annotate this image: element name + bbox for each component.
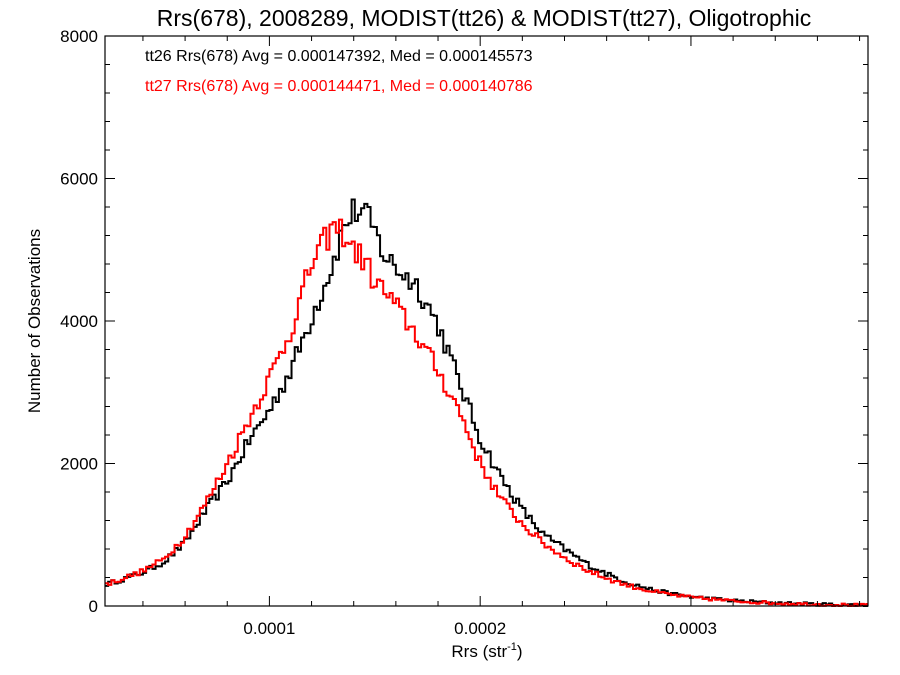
y-tick-label: 4000 bbox=[60, 312, 98, 331]
x-axis-label-main: Rrs (str bbox=[451, 642, 507, 661]
ticks-layer: 0.0001 0.0002 0.0003 0 2000 4000 6000 8000 bbox=[60, 27, 868, 638]
x-tick-label: 0.0001 bbox=[243, 619, 295, 638]
plot-frame bbox=[104, 35, 869, 607]
y-tick-label: 0 bbox=[89, 597, 98, 616]
x-axis-label-close: ) bbox=[517, 642, 523, 661]
x-tick-label: 0.0002 bbox=[454, 619, 506, 638]
series-layer bbox=[105, 198, 868, 607]
legend-entry-tt27: tt27 Rrs(678) Avg = 0.000144471, Med = 0… bbox=[145, 78, 533, 95]
histogram-series-2 bbox=[105, 218, 868, 607]
y-tick-label: 2000 bbox=[60, 455, 98, 474]
chart-title: Rrs(678), 2008289, MODIST(tt26) & MODIST… bbox=[157, 5, 811, 31]
y-axis-label: Number of Observations bbox=[25, 229, 44, 413]
x-tick-label: 0.0003 bbox=[665, 619, 717, 638]
y-tick-label: 8000 bbox=[60, 27, 98, 46]
legend-entry-tt26: tt26 Rrs(678) Avg = 0.000147392, Med = 0… bbox=[145, 48, 533, 65]
histogram-series-1 bbox=[105, 198, 868, 607]
x-axis-label-superscript: -1 bbox=[507, 641, 517, 653]
y-tick-label: 6000 bbox=[60, 170, 98, 189]
x-axis-label: Rrs (str-1) bbox=[451, 641, 522, 661]
